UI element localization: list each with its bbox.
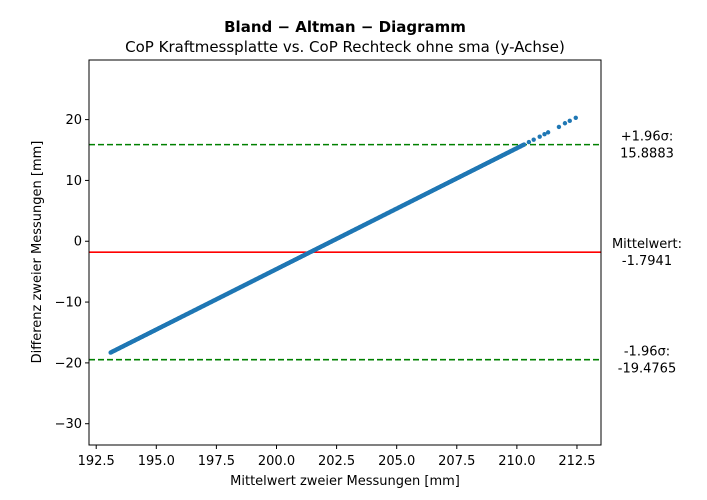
chart-subtitle: CoP Kraftmessplatte vs. CoP Rechteck ohn… [125, 38, 565, 56]
mean-label: Mittelwert: [612, 237, 682, 252]
plot-frame [88, 59, 602, 446]
y-tick-label: 10 [65, 174, 82, 189]
data-point [556, 124, 562, 130]
upper-loa-label: +1.96σ: [621, 130, 673, 145]
x-tick-label: 212.5 [558, 454, 595, 469]
y-tick-label: −20 [55, 356, 82, 371]
x-tick-label: 210.0 [498, 454, 535, 469]
lower-loa-label: -1.96σ: [624, 345, 670, 360]
y-tick-label: 0 [74, 235, 82, 250]
mean-value: -1.7941 [622, 254, 672, 269]
data-point [545, 130, 551, 135]
data-point [573, 115, 578, 120]
x-tick-label: 202.5 [318, 454, 355, 469]
y-tick-label: −10 [55, 296, 82, 311]
data-point [531, 137, 536, 142]
x-axis-label: Mittelwert zweier Messungen [mm] [230, 474, 460, 489]
data-point [521, 142, 527, 147]
x-tick-label: 205.0 [378, 454, 415, 469]
y-axis-label: Differenz zweier Messungen [mm] [30, 141, 45, 364]
x-tick-label: 200.0 [258, 454, 295, 469]
reference-annotations: +1.96σ: 15.8883 Mittelwert: -1.7941 -1.96σ: -… [612, 130, 682, 377]
data-point [542, 132, 547, 137]
data-points [108, 115, 578, 355]
upper-loa-value: 15.8883 [620, 147, 674, 162]
chart-title: Bland − Altman − Diagramm [224, 18, 466, 36]
reference-lines [89, 143, 601, 361]
x-tick-label: 192.5 [78, 454, 115, 469]
y-tick-label: 20 [65, 113, 82, 128]
y-axis-ticks: −30 −20 −10 0 10 20 [55, 113, 89, 432]
y-tick-label: −30 [55, 417, 82, 432]
x-tick-label: 197.5 [198, 454, 235, 469]
lower-loa-value: -19.4765 [618, 362, 676, 377]
data-point [537, 134, 542, 139]
x-tick-label: 207.5 [438, 454, 475, 469]
data-point [562, 121, 568, 126]
x-tick-label: 195.0 [138, 454, 175, 469]
data-point [526, 139, 532, 145]
x-axis-ticks: 192.5 195.0 197.5 200.0 202.5 205.0 207.5 210.0… [78, 445, 596, 469]
data-point [567, 118, 572, 124]
